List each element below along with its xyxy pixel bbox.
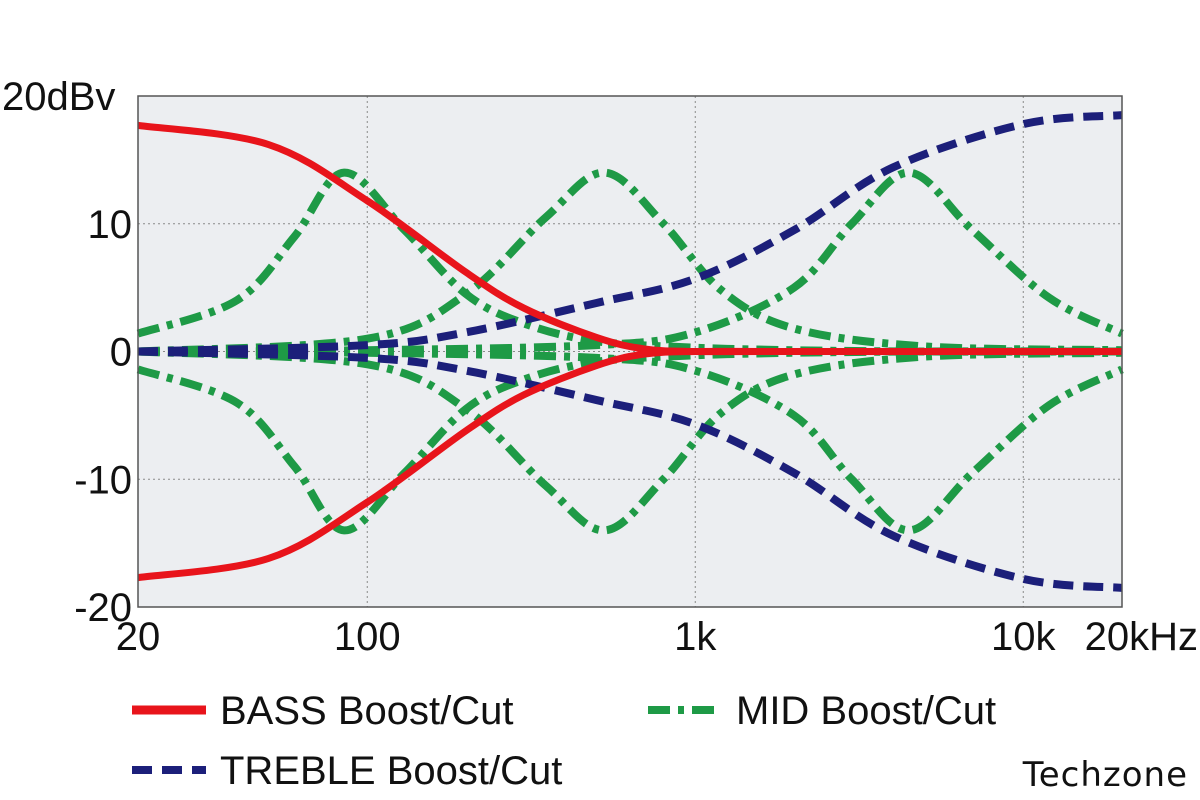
legend-item-mid: MID Boost/Cut bbox=[648, 689, 996, 733]
mid-curve-3 bbox=[137, 168, 1123, 356]
x-tick-label: 20 bbox=[116, 615, 161, 659]
legend-label: BASS Boost/Cut bbox=[220, 689, 513, 733]
legend-label: MID Boost/Cut bbox=[736, 689, 996, 733]
y-tick-label: 10 bbox=[88, 203, 133, 247]
bass-curve-2 bbox=[137, 347, 1122, 582]
x-tick-label: 1k bbox=[674, 615, 717, 659]
legend-label: TREBLE Boost/Cut bbox=[220, 749, 562, 793]
y-tick-label: 0 bbox=[110, 331, 132, 375]
x-tick-labels: 20 100 1k 10k 20kHz bbox=[116, 615, 1198, 659]
y-tick-label: 20dBv bbox=[2, 75, 115, 119]
watermark-logo: Techzone bbox=[1022, 755, 1188, 795]
x-tick-label: 10k bbox=[991, 615, 1056, 659]
x-tick-label: 20kHz bbox=[1085, 615, 1198, 659]
legend-item-treble: TREBLE Boost/Cut bbox=[132, 749, 562, 793]
mid-curve-6 bbox=[137, 347, 1124, 535]
treble-curve-2 bbox=[137, 347, 1123, 592]
legend-item-bass: BASS Boost/Cut bbox=[132, 689, 513, 733]
legend: BASS Boost/Cut MID Boost/Cut TREBLE Boost/… bbox=[132, 689, 996, 793]
x-tick-label: 100 bbox=[334, 615, 401, 659]
y-tick-label: -20 bbox=[74, 586, 132, 630]
y-tick-label: -10 bbox=[74, 458, 132, 502]
series-layer bbox=[136, 111, 1124, 592]
mid-curve-4 bbox=[137, 347, 1123, 535]
y-tick-labels: 20dBv 10 0 -10 -20 bbox=[2, 75, 132, 630]
treble-curve-1 bbox=[137, 111, 1123, 356]
plot-frame bbox=[137, 95, 1123, 608]
